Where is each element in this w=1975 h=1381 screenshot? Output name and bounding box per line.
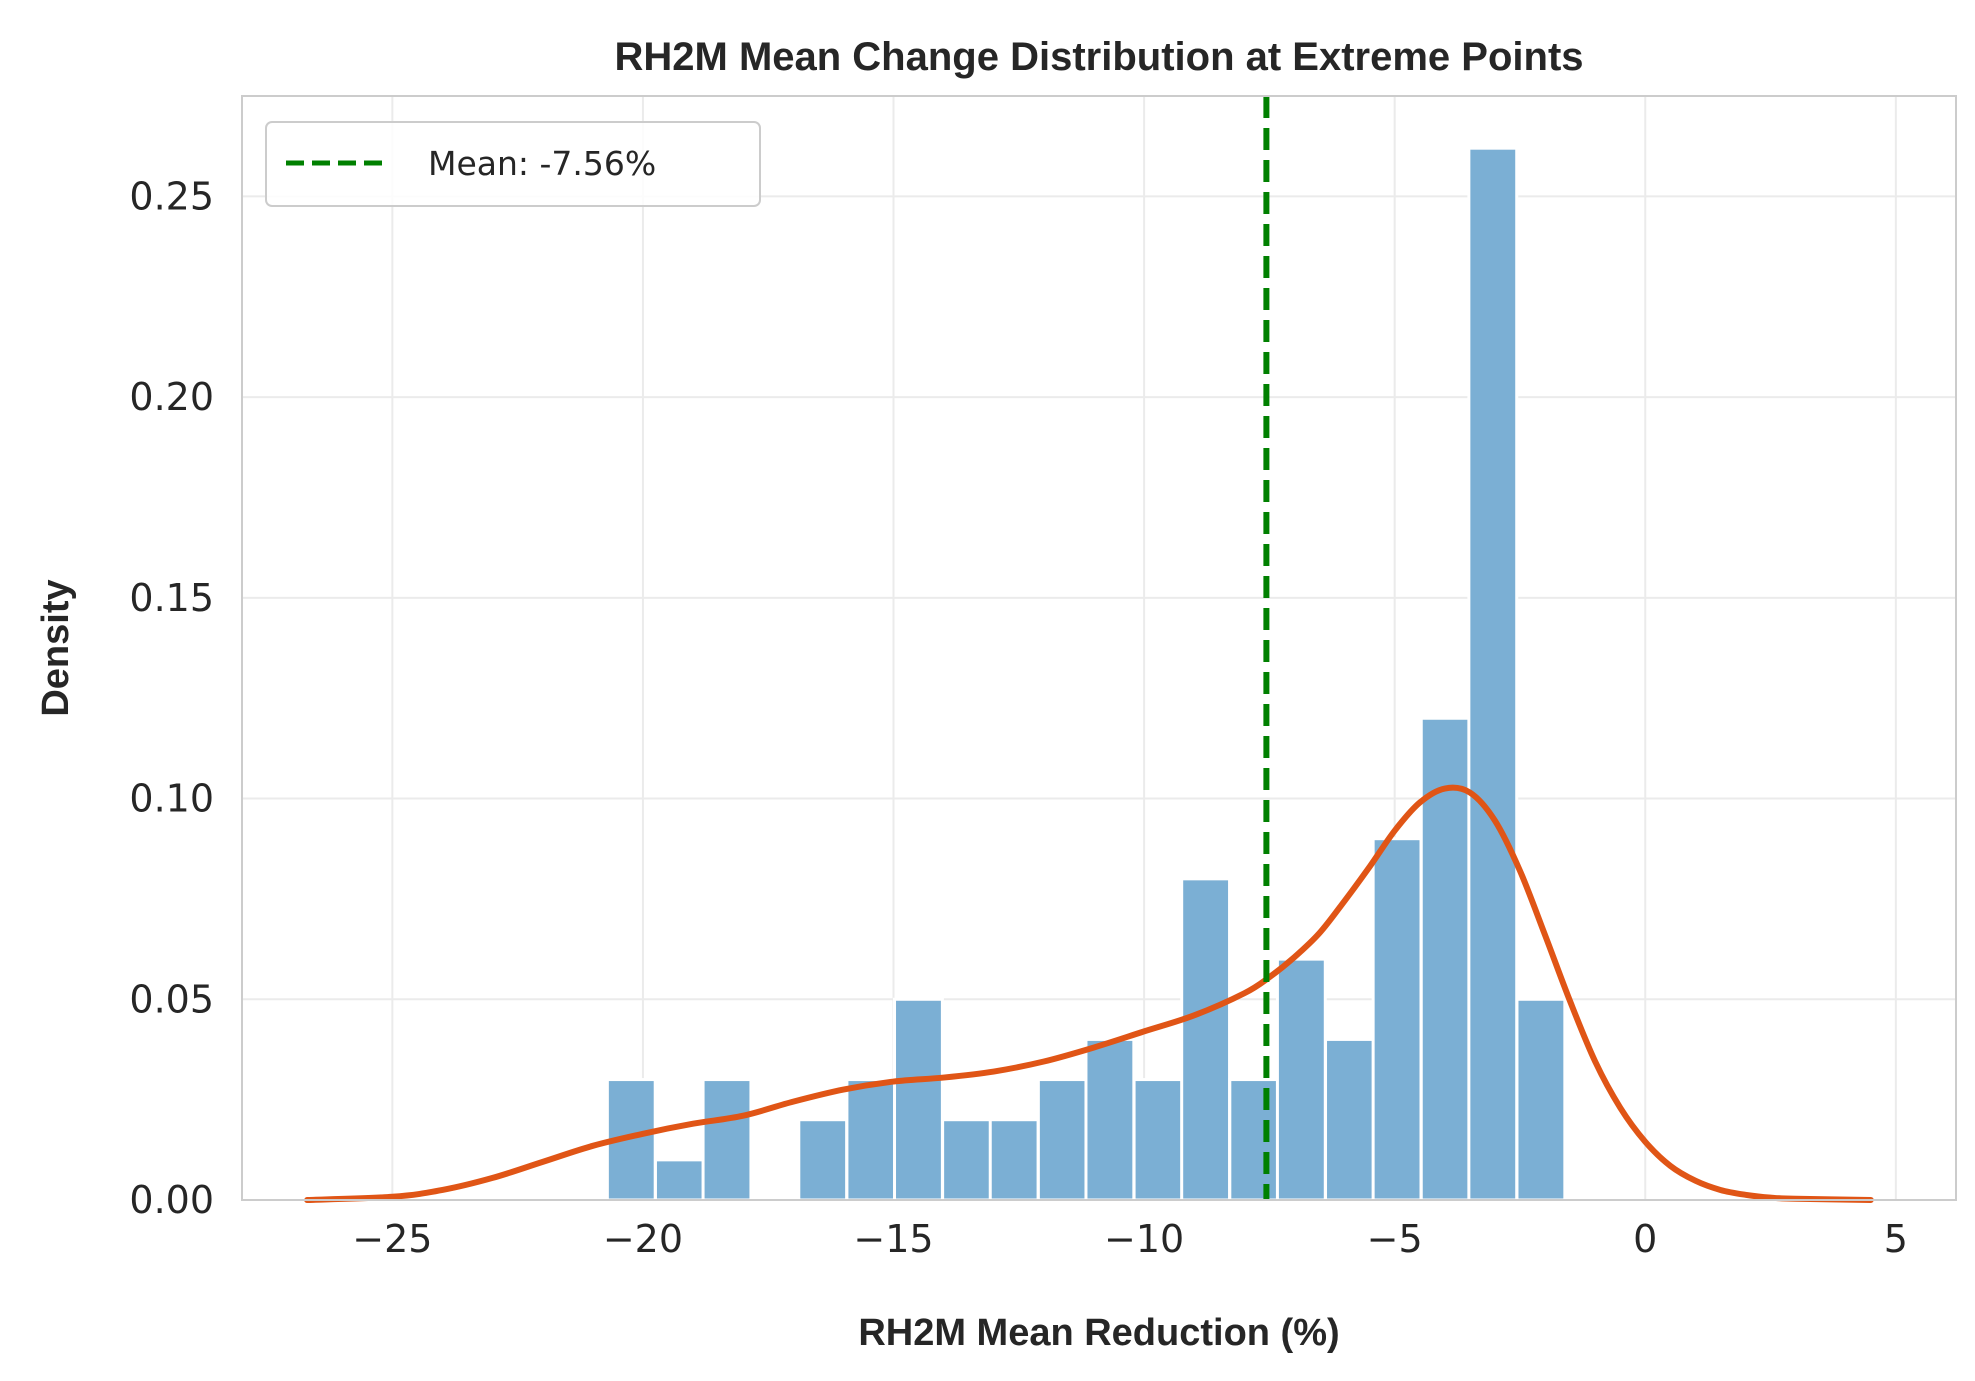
histogram-bar-7 <box>941 1118 992 1202</box>
histogram-bars <box>605 146 1567 1202</box>
x-tick-label-2: −15 <box>853 1217 933 1261</box>
grid <box>242 96 1956 1201</box>
x-tick-label-3: −10 <box>1104 1217 1184 1261</box>
histogram-bar-13 <box>1228 1078 1280 1202</box>
histogram-bar-5 <box>845 1078 897 1202</box>
legend-box <box>265 121 761 207</box>
histogram-bar-16 <box>1371 837 1423 1202</box>
x-ticks: −25 −20 −15 −10 −5 0 5 <box>352 1217 1908 1261</box>
y-tick-label-0: 0.00 <box>129 1178 214 1222</box>
plot-area <box>242 96 1956 1200</box>
y-tick-label-4: 0.20 <box>129 375 214 419</box>
histogram-bar-19 <box>1515 997 1567 1202</box>
kde-layer <box>304 784 1874 1203</box>
legend: Mean: -7.56% <box>265 121 761 207</box>
histogram-bar-15 <box>1324 1037 1375 1202</box>
x-tick-label-1: −20 <box>603 1217 683 1261</box>
histogram-bar-8 <box>988 1118 1040 1202</box>
y-axis-label: Density <box>35 579 77 716</box>
x-tick-label-5: 0 <box>1633 1217 1657 1261</box>
histogram-bar-9 <box>1036 1078 1088 1202</box>
histogram-bar-4 <box>797 1118 849 1202</box>
y-tick-label-3: 0.15 <box>129 576 214 620</box>
y-tick-label-2: 0.10 <box>129 777 214 821</box>
histogram-bar-11 <box>1132 1078 1184 1202</box>
histogram-bar-1 <box>653 1158 705 1202</box>
plot-frame <box>241 95 1957 1201</box>
histogram-bar-18 <box>1467 146 1519 1202</box>
histogram-bar-14 <box>1275 957 1327 1202</box>
x-axis-label: RH2M Mean Reduction (%) <box>858 1312 1339 1354</box>
y-ticks: 0.00 0.05 0.10 0.15 0.20 0.25 <box>129 174 214 1222</box>
y-tick-label-5: 0.25 <box>129 174 214 218</box>
legend-label-mean: Mean: -7.56% <box>428 144 656 183</box>
kde-curve <box>304 784 1874 1203</box>
x-tick-label-6: 5 <box>1884 1217 1908 1261</box>
histogram-bar-2 <box>701 1078 753 1202</box>
histogram-bar-12 <box>1180 877 1232 1202</box>
x-tick-label-0: −25 <box>352 1217 432 1261</box>
x-tick-label-4: −5 <box>1367 1217 1423 1261</box>
histogram-bar-6 <box>893 997 944 1202</box>
chart-title: RH2M Mean Change Distribution at Extreme… <box>614 35 1583 79</box>
y-tick-label-1: 0.05 <box>129 977 214 1021</box>
histogram-bar-10 <box>1084 1037 1136 1202</box>
